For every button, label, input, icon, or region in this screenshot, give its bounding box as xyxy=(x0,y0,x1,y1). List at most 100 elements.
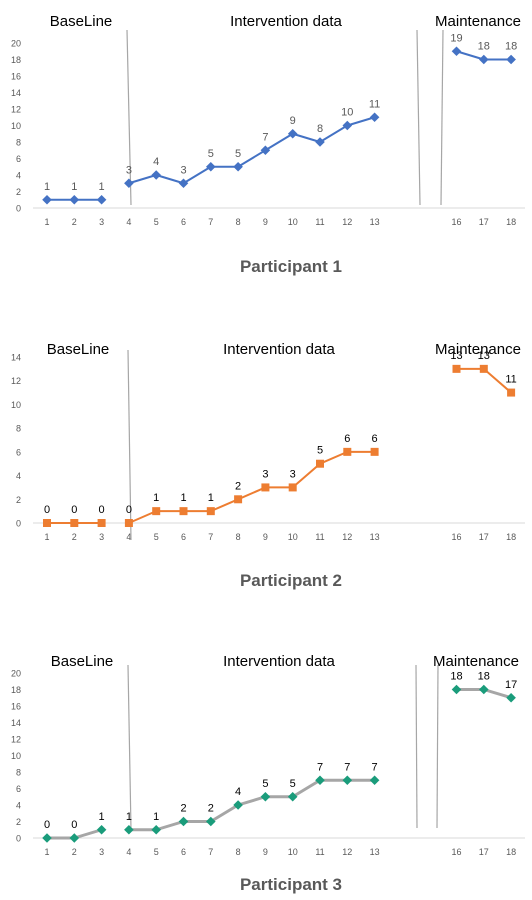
data-label: 11 xyxy=(369,98,380,110)
x-tick-label: 18 xyxy=(506,217,516,227)
data-label: 10 xyxy=(341,107,353,119)
data-label: 1 xyxy=(208,492,214,504)
data-label: 18 xyxy=(478,41,490,53)
x-tick-label: 12 xyxy=(342,532,352,542)
x-tick-label: 6 xyxy=(181,217,186,227)
x-tick-label: 10 xyxy=(288,217,298,227)
y-tick-label: 8 xyxy=(16,138,21,148)
y-tick-label: 16 xyxy=(11,72,21,82)
data-point-marker xyxy=(452,364,461,373)
y-tick-label: 2 xyxy=(16,817,21,827)
y-tick-label: 10 xyxy=(11,121,21,131)
phase-label: Intervention data xyxy=(223,653,335,670)
x-tick-label: 1 xyxy=(44,847,49,857)
x-tick-label: 2 xyxy=(72,217,77,227)
phase-divider xyxy=(416,29,421,206)
data-label: 1 xyxy=(153,811,159,823)
x-tick-label: 9 xyxy=(263,217,268,227)
x-tick-label: 9 xyxy=(263,847,268,857)
phase-divider xyxy=(436,664,439,829)
y-tick-label: 0 xyxy=(16,834,21,844)
x-tick-label: 7 xyxy=(208,217,213,227)
x-tick-label: 5 xyxy=(154,847,159,857)
data-label: 1 xyxy=(44,181,50,193)
data-label: 3 xyxy=(262,468,268,480)
data-point-marker xyxy=(178,816,189,827)
y-tick-label: 6 xyxy=(16,154,21,164)
data-point-marker xyxy=(233,161,243,172)
x-tick-label: 10 xyxy=(288,847,298,857)
data-point-marker xyxy=(96,824,107,835)
data-point-marker xyxy=(96,194,107,205)
data-point-marker xyxy=(316,459,324,468)
y-tick-label: 20 xyxy=(11,669,21,679)
x-tick-label: 6 xyxy=(181,532,186,542)
y-tick-label: 12 xyxy=(11,105,21,115)
x-tick-label: 4 xyxy=(126,217,131,227)
data-label: 3 xyxy=(126,164,132,176)
y-tick-label: 14 xyxy=(11,718,21,728)
x-tick-label: 4 xyxy=(126,847,131,857)
data-label: 18 xyxy=(505,41,517,53)
x-tick-label: 13 xyxy=(370,847,380,857)
series-line xyxy=(128,450,375,524)
data-label: 13 xyxy=(450,350,462,362)
phase-label: Maintenance xyxy=(435,341,521,358)
data-point-marker xyxy=(479,54,489,65)
data-label: 7 xyxy=(262,131,268,143)
data-label: 6 xyxy=(344,433,350,445)
data-point-marker xyxy=(369,112,380,123)
data-label: 0 xyxy=(99,504,105,516)
data-point-marker xyxy=(260,145,271,156)
data-point-marker xyxy=(288,483,297,492)
phase-label: BaseLine xyxy=(50,13,113,30)
x-tick-label: 16 xyxy=(451,217,461,227)
data-label: 1 xyxy=(99,811,105,823)
x-tick-label: 12 xyxy=(342,847,352,857)
x-tick-label: 2 xyxy=(72,847,77,857)
data-label: 7 xyxy=(317,761,323,773)
x-tick-label: 9 xyxy=(263,532,268,542)
data-label: 13 xyxy=(478,350,490,362)
x-tick-label: 4 xyxy=(126,532,131,542)
data-label: 0 xyxy=(71,819,77,831)
x-tick-label: 17 xyxy=(479,532,489,542)
phase-label: BaseLine xyxy=(51,653,114,670)
data-point-marker xyxy=(479,684,489,695)
data-point-marker xyxy=(70,519,79,527)
data-label: 11 xyxy=(505,374,516,386)
data-label: 17 xyxy=(505,679,517,691)
y-tick-label: 4 xyxy=(16,171,21,181)
y-tick-label: 6 xyxy=(16,447,21,457)
x-tick-label: 3 xyxy=(99,217,104,227)
data-label: 0 xyxy=(44,504,50,516)
data-label: 18 xyxy=(450,671,462,683)
phase-label: BaseLine xyxy=(47,341,110,358)
data-label: 5 xyxy=(290,778,296,790)
phase-label: Intervention data xyxy=(230,13,342,30)
data-point-marker xyxy=(261,483,270,492)
x-tick-label: 8 xyxy=(236,217,241,227)
y-tick-label: 8 xyxy=(16,424,21,434)
data-point-marker xyxy=(260,791,271,802)
x-tick-label: 7 xyxy=(208,532,213,542)
y-tick-label: 2 xyxy=(16,187,21,197)
data-label: 1 xyxy=(99,181,105,193)
data-label: 19 xyxy=(450,32,462,44)
y-tick-label: 4 xyxy=(16,801,21,811)
phase-divider xyxy=(127,349,132,541)
data-label: 2 xyxy=(180,803,186,815)
data-point-marker xyxy=(315,775,325,786)
phase-divider xyxy=(440,29,444,206)
y-tick-label: 10 xyxy=(11,751,21,761)
data-label: 2 xyxy=(235,480,241,492)
data-point-marker xyxy=(124,178,134,189)
data-point-marker xyxy=(287,128,298,139)
data-point-marker xyxy=(343,447,352,456)
data-label: 1 xyxy=(180,492,186,504)
x-tick-label: 8 xyxy=(236,847,241,857)
y-tick-label: 2 xyxy=(16,495,21,505)
data-point-marker xyxy=(315,137,325,147)
